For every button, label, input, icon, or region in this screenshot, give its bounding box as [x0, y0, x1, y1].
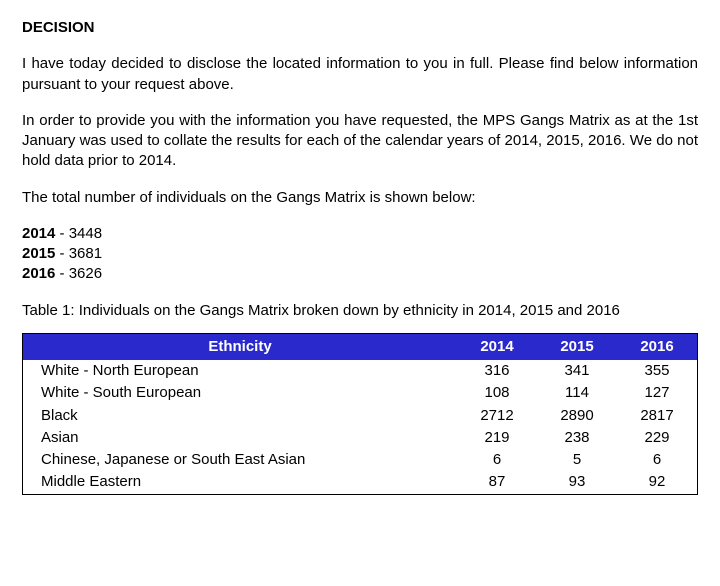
total-row: 2014 - 3448 — [22, 224, 698, 244]
table-row: White - South European 108 114 127 — [23, 382, 697, 404]
decision-heading: DECISION — [22, 18, 698, 38]
total-sep: - — [55, 245, 68, 262]
total-year: 2016 — [22, 265, 55, 282]
cell-value: 5 — [537, 449, 617, 471]
table-row: Black 2712 2890 2817 — [23, 405, 697, 427]
total-value: 3681 — [69, 245, 102, 262]
cell-value: 92 — [617, 471, 697, 493]
cell-ethnicity: White - South European — [23, 382, 457, 404]
cell-value: 238 — [537, 427, 617, 449]
col-2015: 2015 — [537, 334, 617, 360]
cell-value: 2890 — [537, 405, 617, 427]
total-sep: - — [55, 265, 68, 282]
paragraph-2: In order to provide you with the informa… — [22, 111, 698, 172]
table-row: Chinese, Japanese or South East Asian 6 … — [23, 449, 697, 471]
cell-value: 219 — [457, 427, 537, 449]
total-value: 3448 — [69, 225, 102, 242]
total-sep: - — [55, 225, 68, 242]
cell-ethnicity: Middle Eastern — [23, 471, 457, 493]
totals-list: 2014 - 3448 2015 - 3681 2016 - 3626 — [22, 224, 698, 285]
cell-value: 127 — [617, 382, 697, 404]
table-row: Asian 219 238 229 — [23, 427, 697, 449]
cell-value: 87 — [457, 471, 537, 493]
total-row: 2016 - 3626 — [22, 264, 698, 284]
table-row: White - North European 316 341 355 — [23, 360, 697, 382]
total-value: 3626 — [69, 265, 102, 282]
total-year: 2015 — [22, 245, 55, 262]
cell-value: 6 — [457, 449, 537, 471]
cell-value: 2712 — [457, 405, 537, 427]
cell-value: 341 — [537, 360, 617, 382]
cell-ethnicity: Chinese, Japanese or South East Asian — [23, 449, 457, 471]
paragraph-3: The total number of individuals on the G… — [22, 188, 698, 208]
col-ethnicity: Ethnicity — [23, 334, 457, 360]
ethnicity-table-wrap: Ethnicity 2014 2015 2016 White - North E… — [22, 333, 698, 495]
cell-value: 355 — [617, 360, 697, 382]
col-2014: 2014 — [457, 334, 537, 360]
total-year: 2014 — [22, 225, 55, 242]
paragraph-1: I have today decided to disclose the loc… — [22, 54, 698, 95]
ethnicity-table: Ethnicity 2014 2015 2016 White - North E… — [23, 334, 697, 494]
cell-ethnicity: Black — [23, 405, 457, 427]
col-2016: 2016 — [617, 334, 697, 360]
cell-value: 316 — [457, 360, 537, 382]
table-caption: Table 1: Individuals on the Gangs Matrix… — [22, 301, 698, 321]
table-header-row: Ethnicity 2014 2015 2016 — [23, 334, 697, 360]
cell-value: 2817 — [617, 405, 697, 427]
cell-value: 93 — [537, 471, 617, 493]
cell-ethnicity: White - North European — [23, 360, 457, 382]
cell-ethnicity: Asian — [23, 427, 457, 449]
table-row: Middle Eastern 87 93 92 — [23, 471, 697, 493]
cell-value: 114 — [537, 382, 617, 404]
total-row: 2015 - 3681 — [22, 244, 698, 264]
cell-value: 229 — [617, 427, 697, 449]
cell-value: 6 — [617, 449, 697, 471]
cell-value: 108 — [457, 382, 537, 404]
